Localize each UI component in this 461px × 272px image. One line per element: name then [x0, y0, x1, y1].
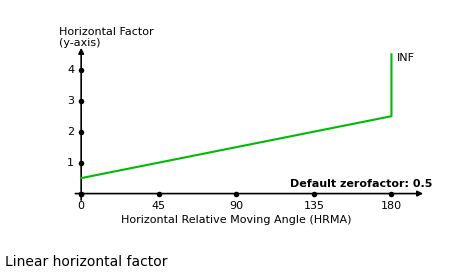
Text: 3: 3: [67, 96, 74, 106]
Text: 45: 45: [152, 201, 166, 211]
Text: Horizontal Factor: Horizontal Factor: [59, 27, 154, 37]
Text: 180: 180: [381, 201, 402, 211]
Text: 135: 135: [303, 201, 325, 211]
Text: 90: 90: [229, 201, 243, 211]
Text: 1: 1: [67, 158, 74, 168]
Text: Default zerofactor: 0.5: Default zerofactor: 0.5: [290, 179, 433, 189]
Text: 0: 0: [77, 201, 85, 211]
Text: Linear horizontal factor: Linear horizontal factor: [5, 255, 167, 269]
Text: INF: INF: [396, 53, 414, 63]
Text: 4: 4: [67, 65, 74, 75]
Text: Horizontal Relative Moving Angle (HRMA): Horizontal Relative Moving Angle (HRMA): [121, 215, 352, 225]
Text: (y-axis): (y-axis): [59, 38, 100, 48]
Text: 2: 2: [67, 127, 74, 137]
